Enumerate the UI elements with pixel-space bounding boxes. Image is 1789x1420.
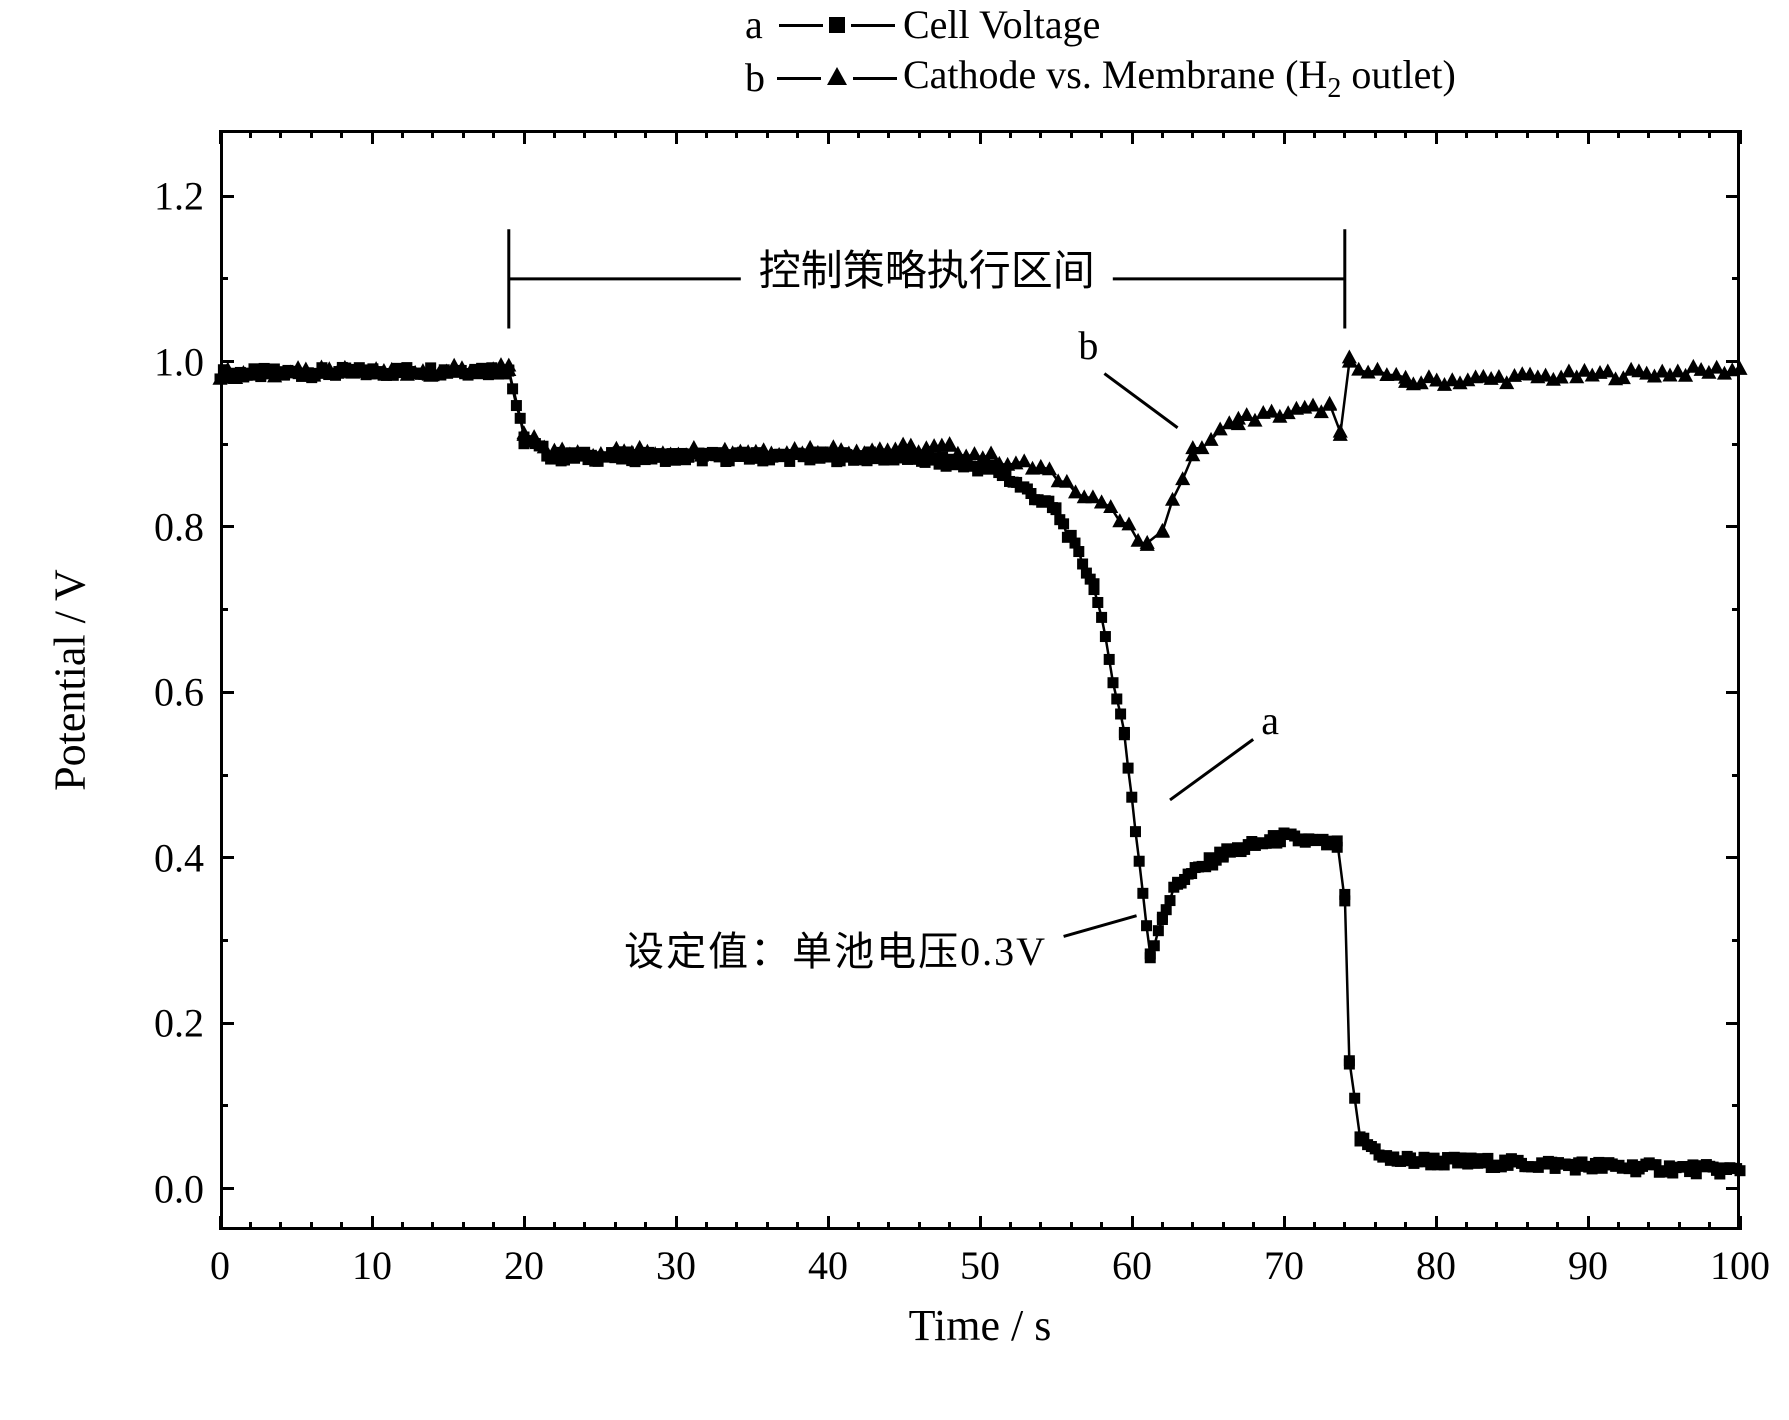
x-tick-label: 10 <box>352 1242 392 1289</box>
square-icon <box>829 17 845 33</box>
legend: a Cell Voltage b Cathode vs. Membrane (H… <box>745 0 1456 106</box>
triangle-icon <box>827 67 847 85</box>
y-tick-label: 0.6 <box>154 669 204 716</box>
legend-marker-a <box>777 17 897 33</box>
y-axis-label: Potential / V <box>45 569 96 791</box>
legend-label-a: Cell Voltage <box>903 0 1100 50</box>
y-tick-label: 0.8 <box>154 503 204 550</box>
x-tick-label: 100 <box>1710 1242 1770 1289</box>
x-tick-label: 30 <box>656 1242 696 1289</box>
annotation-b-text: b <box>1078 322 1098 369</box>
legend-item-a: a Cell Voltage <box>745 0 1456 50</box>
annotation-a-text: a <box>1261 697 1279 744</box>
figure-root: a Cell Voltage b Cathode vs. Membrane (H… <box>0 0 1789 1420</box>
annotation-setpoint-text: 设定值：单池电压0.3V <box>624 919 1047 977</box>
y-tick-label: 0.0 <box>154 1165 204 1212</box>
x-tick-label: 60 <box>1112 1242 1152 1289</box>
x-tick-label: 50 <box>960 1242 1000 1289</box>
annotation-control-range-text: 控制策略执行区间 <box>759 237 1095 298</box>
x-axis-label: Time / s <box>909 1300 1052 1351</box>
x-tick-label: 70 <box>1264 1242 1304 1289</box>
legend-item-b: b Cathode vs. Membrane (H2 outlet) <box>745 50 1456 106</box>
x-tick-label: 90 <box>1568 1242 1608 1289</box>
x-tick-label: 80 <box>1416 1242 1456 1289</box>
y-tick-label: 0.4 <box>154 834 204 881</box>
legend-label-b: Cathode vs. Membrane (H2 outlet) <box>903 50 1456 106</box>
y-tick-label: 1.0 <box>154 338 204 385</box>
y-tick-label: 1.2 <box>154 173 204 220</box>
x-tick-label: 20 <box>504 1242 544 1289</box>
y-tick-label: 0.2 <box>154 1000 204 1047</box>
legend-key-a: a <box>745 0 771 50</box>
legend-marker-b <box>777 69 897 87</box>
x-tick-label: 40 <box>808 1242 848 1289</box>
x-tick-label: 0 <box>210 1242 230 1289</box>
legend-key-b: b <box>745 53 771 103</box>
